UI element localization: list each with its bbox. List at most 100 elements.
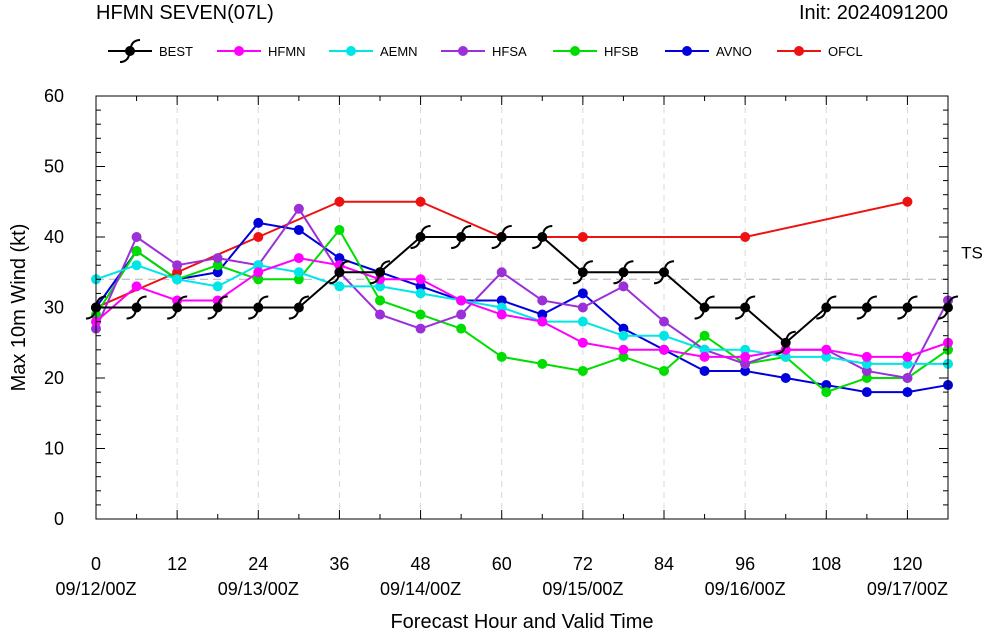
hurricane-marker-arm bbox=[897, 311, 908, 320]
data-point-ofcl bbox=[415, 196, 426, 207]
data-point-hfmn bbox=[618, 344, 629, 355]
data-point-aemn bbox=[375, 281, 385, 292]
init-label: Init: 2024091200 bbox=[799, 2, 948, 24]
hurricane-marker-arm bbox=[826, 295, 837, 304]
hurricane-marker-arm bbox=[501, 225, 512, 234]
x-date-label: 09/16/00Z bbox=[705, 579, 786, 599]
data-point-hfmn bbox=[172, 295, 183, 306]
data-point-avno bbox=[902, 387, 913, 398]
data-point-avno bbox=[699, 365, 710, 376]
legend-item-hfsa: HFSA bbox=[441, 44, 527, 59]
data-point-hfsa bbox=[375, 309, 385, 320]
data-point-best bbox=[653, 260, 675, 285]
data-point-avno bbox=[496, 295, 507, 306]
legend-marker bbox=[794, 46, 804, 56]
data-point-avno bbox=[537, 309, 548, 320]
data-point-best bbox=[694, 295, 715, 320]
hurricane-marker-arm bbox=[937, 311, 948, 320]
x-tick-label: 120 bbox=[892, 554, 922, 574]
data-point-hfsb bbox=[821, 387, 832, 398]
data-point-avno bbox=[577, 288, 588, 299]
hurricane-marker-arm bbox=[119, 54, 130, 63]
data-point-avno bbox=[253, 217, 264, 228]
hurricane-marker-center bbox=[902, 302, 913, 313]
hurricane-marker-arm bbox=[339, 260, 350, 269]
data-point-hfmn bbox=[293, 253, 304, 264]
hurricane-marker-arm bbox=[907, 295, 918, 304]
hurricane-marker-arm bbox=[461, 225, 472, 234]
legend-item-avno: AVNO bbox=[665, 44, 752, 59]
data-point-best bbox=[451, 225, 472, 249]
data-point-best bbox=[329, 260, 350, 285]
hurricane-marker-arm bbox=[856, 311, 867, 320]
legend-marker bbox=[234, 46, 244, 56]
x-date-label: 09/17/00Z bbox=[867, 579, 948, 599]
data-point-aemn bbox=[618, 330, 629, 341]
data-point-avno bbox=[415, 281, 426, 292]
hurricane-marker-arm bbox=[542, 225, 553, 234]
hurricane-marker-center bbox=[334, 267, 345, 278]
data-point-hfsb bbox=[456, 323, 467, 334]
data-point-best bbox=[775, 330, 796, 355]
hurricane-marker-arm bbox=[745, 295, 756, 304]
data-point-hfmn bbox=[577, 337, 588, 348]
data-point-hfmn bbox=[537, 316, 548, 327]
data-point-hfmn bbox=[334, 260, 345, 271]
y-tick-label: 20 bbox=[44, 368, 64, 388]
data-point-aemn bbox=[334, 281, 345, 292]
hurricane-marker-arm bbox=[735, 311, 746, 320]
legend-label: AVNO bbox=[716, 44, 752, 59]
hurricane-marker-center bbox=[496, 232, 507, 242]
legend-marker bbox=[119, 39, 141, 63]
series-line-hfmn bbox=[95, 257, 949, 358]
data-point-avno bbox=[740, 365, 751, 376]
data-point-hfsa bbox=[131, 232, 142, 242]
data-point-avno bbox=[618, 323, 629, 334]
hurricane-marker-arm bbox=[816, 311, 827, 320]
hurricane-marker-center bbox=[577, 267, 588, 278]
series-line-aemn bbox=[95, 264, 948, 365]
data-point-aemn bbox=[253, 260, 264, 271]
hurricane-marker-center bbox=[415, 232, 426, 242]
data-point-hfsb bbox=[496, 351, 507, 362]
hurricane-marker-arm bbox=[410, 240, 421, 249]
data-point-hfsa bbox=[212, 253, 223, 264]
x-tick-label: 0 bbox=[91, 554, 101, 574]
data-point-hfmn bbox=[253, 267, 264, 278]
series-line-hfsb bbox=[95, 228, 949, 394]
chart-title: HFMN SEVEN(07L) bbox=[96, 2, 274, 24]
data-point-hfsa bbox=[861, 365, 872, 376]
data-point-hfsa bbox=[456, 309, 467, 320]
data-point-hfsb bbox=[415, 309, 426, 320]
y-tick-label: 50 bbox=[44, 157, 64, 177]
data-point-best bbox=[532, 225, 553, 249]
data-point-hfsa bbox=[496, 267, 507, 278]
data-point-ofcl bbox=[253, 232, 264, 242]
legend-label: AEMN bbox=[380, 44, 418, 59]
series-aemn bbox=[91, 260, 953, 369]
data-point-hfsb bbox=[537, 358, 548, 369]
x-tick-label: 72 bbox=[573, 554, 593, 574]
data-point-best bbox=[126, 295, 147, 320]
data-point-ofcl bbox=[577, 232, 588, 242]
legend-marker bbox=[346, 46, 356, 56]
x-tick-label: 48 bbox=[411, 554, 431, 574]
data-point-hfmn bbox=[740, 351, 751, 362]
legend-item-aemn: AEMN bbox=[329, 44, 418, 59]
data-point-aemn bbox=[212, 281, 223, 292]
data-point-best bbox=[735, 295, 756, 320]
data-point-hfmn bbox=[496, 309, 507, 320]
data-point-hfmn bbox=[375, 274, 385, 285]
series-line-avno bbox=[95, 221, 949, 394]
hurricane-marker-center bbox=[375, 267, 385, 278]
data-point-aemn bbox=[740, 344, 751, 355]
data-point-hfsa bbox=[415, 323, 426, 334]
hurricane-marker-arm bbox=[775, 346, 786, 355]
data-point-aemn bbox=[131, 260, 142, 271]
hurricane-marker-center bbox=[861, 302, 872, 313]
data-point-best bbox=[167, 295, 188, 320]
data-point-best bbox=[410, 225, 431, 249]
hurricane-marker-arm bbox=[613, 275, 624, 285]
hurricane-marker-arm bbox=[653, 275, 664, 285]
data-point-aemn bbox=[172, 274, 183, 285]
